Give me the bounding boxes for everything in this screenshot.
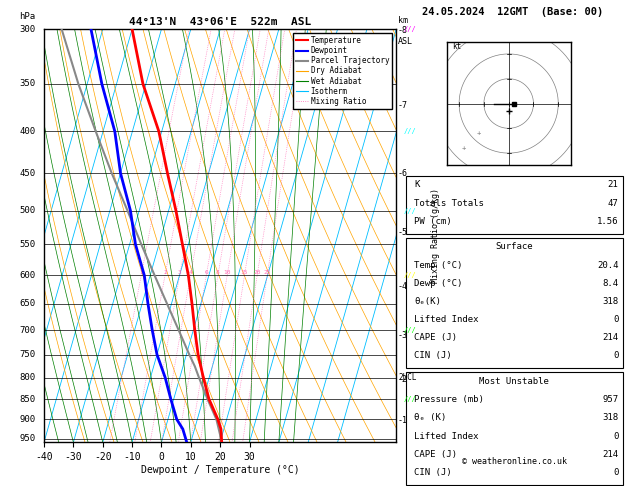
Text: ///: /// xyxy=(404,327,416,333)
Text: -1: -1 xyxy=(398,416,408,425)
Text: km: km xyxy=(398,16,408,25)
Text: -8: -8 xyxy=(398,26,408,35)
Text: ///: /// xyxy=(404,128,416,134)
Text: 600: 600 xyxy=(19,271,35,280)
Text: -5: -5 xyxy=(398,228,408,237)
Text: 2: 2 xyxy=(163,270,167,276)
Text: -2: -2 xyxy=(398,375,408,384)
Text: -7: -7 xyxy=(398,101,408,110)
Text: 25: 25 xyxy=(264,270,271,276)
Text: Lifted Index: Lifted Index xyxy=(415,432,479,441)
Text: θₑ (K): θₑ (K) xyxy=(415,414,447,422)
Text: Surface: Surface xyxy=(496,243,533,251)
Text: 0: 0 xyxy=(613,468,618,477)
Text: 214: 214 xyxy=(602,333,618,342)
Text: Totals Totals: Totals Totals xyxy=(415,199,484,208)
Text: 800: 800 xyxy=(19,373,35,382)
Text: 0: 0 xyxy=(613,315,618,324)
Text: 300: 300 xyxy=(19,25,35,34)
Text: 650: 650 xyxy=(19,299,35,308)
Text: CIN (J): CIN (J) xyxy=(415,468,452,477)
Text: CAPE (J): CAPE (J) xyxy=(415,333,457,342)
Title: 44°13'N  43°06'E  522m  ASL: 44°13'N 43°06'E 522m ASL xyxy=(129,17,311,27)
Text: 10: 10 xyxy=(223,270,231,276)
Text: © weatheronline.co.uk: © weatheronline.co.uk xyxy=(462,457,567,466)
Text: 21: 21 xyxy=(608,180,618,190)
Text: kt: kt xyxy=(452,42,461,51)
Text: Lifted Index: Lifted Index xyxy=(415,315,479,324)
Legend: Temperature, Dewpoint, Parcel Trajectory, Dry Adiabat, Wet Adiabat, Isotherm, Mi: Temperature, Dewpoint, Parcel Trajectory… xyxy=(293,33,392,109)
Text: -6: -6 xyxy=(398,169,408,178)
Text: 24.05.2024  12GMT  (Base: 00): 24.05.2024 12GMT (Base: 00) xyxy=(422,7,603,17)
Text: ///: /// xyxy=(404,208,416,213)
Text: 318: 318 xyxy=(602,297,618,306)
Text: 20.4: 20.4 xyxy=(597,260,618,270)
Text: PW (cm): PW (cm) xyxy=(415,217,452,226)
Text: Temp (°C): Temp (°C) xyxy=(415,260,463,270)
Text: 15: 15 xyxy=(241,270,248,276)
Text: 0: 0 xyxy=(613,432,618,441)
Text: 2LCL: 2LCL xyxy=(398,373,416,382)
Text: 4: 4 xyxy=(189,270,192,276)
Text: 957: 957 xyxy=(602,395,618,404)
Text: ///: /// xyxy=(404,26,416,32)
Text: K: K xyxy=(415,180,420,190)
Text: -3: -3 xyxy=(398,330,408,340)
Text: 20: 20 xyxy=(253,270,261,276)
Text: 900: 900 xyxy=(19,415,35,424)
Text: 318: 318 xyxy=(602,414,618,422)
Text: ///: /// xyxy=(404,396,416,402)
Text: 500: 500 xyxy=(19,206,35,215)
Text: CIN (J): CIN (J) xyxy=(415,351,452,361)
Text: 1: 1 xyxy=(140,270,143,276)
Text: θₑ(K): θₑ(K) xyxy=(415,297,442,306)
Text: Mixing Ratio (g/kg): Mixing Ratio (g/kg) xyxy=(430,188,440,283)
Text: 47: 47 xyxy=(608,199,618,208)
Text: +: + xyxy=(462,145,466,151)
Text: 1.56: 1.56 xyxy=(597,217,618,226)
Text: 700: 700 xyxy=(19,326,35,334)
Text: 6: 6 xyxy=(204,270,208,276)
Bar xyxy=(406,238,623,368)
Text: ASL: ASL xyxy=(398,37,413,47)
Text: 400: 400 xyxy=(19,127,35,136)
Text: 0: 0 xyxy=(613,351,618,361)
Text: 550: 550 xyxy=(19,240,35,249)
Text: 950: 950 xyxy=(19,434,35,443)
Text: Most Unstable: Most Unstable xyxy=(479,377,549,386)
Text: 214: 214 xyxy=(602,450,618,459)
Text: -4: -4 xyxy=(398,282,408,291)
Text: 3: 3 xyxy=(178,270,182,276)
Text: 850: 850 xyxy=(19,395,35,403)
Text: 750: 750 xyxy=(19,350,35,359)
Bar xyxy=(406,176,623,234)
Text: 8: 8 xyxy=(216,270,220,276)
Text: Pressure (mb): Pressure (mb) xyxy=(415,395,484,404)
Text: 8.4: 8.4 xyxy=(602,278,618,288)
Text: +: + xyxy=(477,130,481,136)
Text: Dewp (°C): Dewp (°C) xyxy=(415,278,463,288)
Text: 350: 350 xyxy=(19,79,35,88)
Text: CAPE (J): CAPE (J) xyxy=(415,450,457,459)
Text: hPa: hPa xyxy=(19,12,35,21)
X-axis label: Dewpoint / Temperature (°C): Dewpoint / Temperature (°C) xyxy=(141,465,299,475)
Text: 450: 450 xyxy=(19,169,35,178)
Bar xyxy=(406,372,623,485)
Text: ///: /// xyxy=(404,272,416,278)
